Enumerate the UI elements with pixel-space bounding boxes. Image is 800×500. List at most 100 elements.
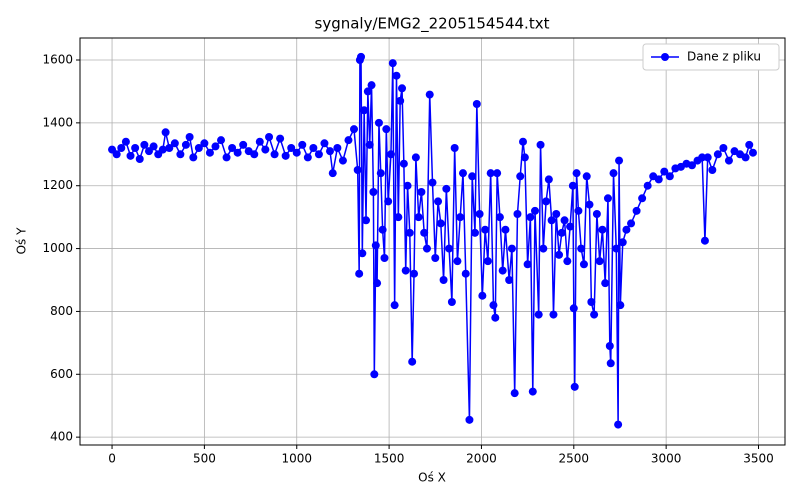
- point: [552, 210, 561, 218]
- point: [495, 213, 504, 222]
- point: [239, 140, 248, 149]
- point: [325, 147, 334, 156]
- point: [357, 52, 366, 61]
- point: [713, 150, 722, 159]
- point: [112, 150, 121, 159]
- point: [519, 137, 528, 146]
- point: [276, 134, 285, 143]
- point: [390, 301, 399, 310]
- point: [265, 133, 274, 141]
- point: [612, 244, 621, 253]
- point: [386, 150, 395, 159]
- point: [287, 144, 296, 152]
- point: [505, 276, 514, 284]
- point: [516, 172, 525, 181]
- point: [605, 342, 614, 350]
- point: [370, 370, 379, 379]
- point: [222, 153, 231, 162]
- point: [228, 144, 237, 152]
- legend: Dane z pliku: [642, 43, 780, 71]
- point: [161, 128, 170, 137]
- point: [748, 148, 757, 157]
- point: [420, 228, 429, 237]
- point: [270, 150, 279, 159]
- point: [384, 197, 393, 206]
- point: [411, 153, 420, 162]
- point: [501, 225, 510, 234]
- point: [369, 188, 378, 196]
- point: [555, 250, 564, 259]
- point: [398, 84, 407, 93]
- point: [350, 125, 359, 134]
- point: [507, 244, 516, 253]
- point: [403, 181, 412, 190]
- point: [745, 140, 754, 149]
- point: [614, 420, 623, 429]
- point: [189, 153, 198, 162]
- point: [382, 125, 391, 134]
- x-tick-label: 500: [193, 452, 216, 466]
- point: [536, 140, 545, 149]
- point: [363, 87, 372, 96]
- point: [609, 169, 618, 178]
- point: [688, 161, 697, 170]
- point: [598, 225, 607, 234]
- point: [574, 206, 583, 215]
- point: [176, 150, 185, 159]
- point: [388, 59, 397, 68]
- point: [577, 244, 586, 253]
- point: [261, 145, 270, 154]
- point: [603, 194, 612, 203]
- point: [523, 260, 532, 269]
- point: [396, 96, 405, 105]
- point: [200, 139, 209, 148]
- point: [741, 153, 750, 162]
- point: [309, 144, 318, 152]
- point: [708, 166, 717, 174]
- x-tick-label: 1000: [281, 452, 312, 466]
- point: [233, 148, 242, 157]
- point: [493, 169, 502, 178]
- point: [371, 241, 380, 250]
- point: [450, 144, 459, 152]
- point: [472, 100, 481, 108]
- point: [724, 156, 733, 165]
- point: [465, 415, 474, 424]
- point: [534, 310, 543, 319]
- point: [333, 144, 342, 152]
- y-tick-label: 1200: [42, 178, 73, 192]
- point: [475, 210, 484, 218]
- x-tick-label: 3500: [743, 452, 774, 466]
- point: [461, 269, 470, 278]
- chart-title: sygnaly/EMG2_2205154544.txt: [315, 15, 550, 34]
- point: [445, 244, 454, 253]
- point: [117, 144, 126, 152]
- point: [194, 144, 203, 152]
- legend-box: [642, 43, 780, 71]
- legend-label: Dane z pliku: [687, 50, 761, 64]
- y-tick-label: 600: [50, 367, 73, 381]
- point: [362, 216, 371, 225]
- x-axis-label: Oś X: [418, 471, 446, 485]
- point: [378, 225, 387, 234]
- point: [121, 137, 130, 146]
- point: [590, 310, 599, 319]
- y-tick-label: 1000: [42, 241, 73, 255]
- x-tick-label: 3000: [651, 452, 682, 466]
- point: [627, 219, 636, 228]
- point: [425, 90, 434, 99]
- y-tick-label: 1400: [42, 115, 73, 129]
- point: [566, 222, 575, 231]
- point: [491, 313, 500, 322]
- point: [544, 175, 553, 184]
- point: [417, 188, 426, 196]
- point: [181, 140, 190, 149]
- point: [434, 197, 443, 206]
- point: [353, 166, 362, 174]
- point: [367, 81, 376, 90]
- point: [344, 136, 353, 145]
- point: [338, 156, 347, 165]
- point: [442, 184, 451, 193]
- point: [660, 167, 669, 176]
